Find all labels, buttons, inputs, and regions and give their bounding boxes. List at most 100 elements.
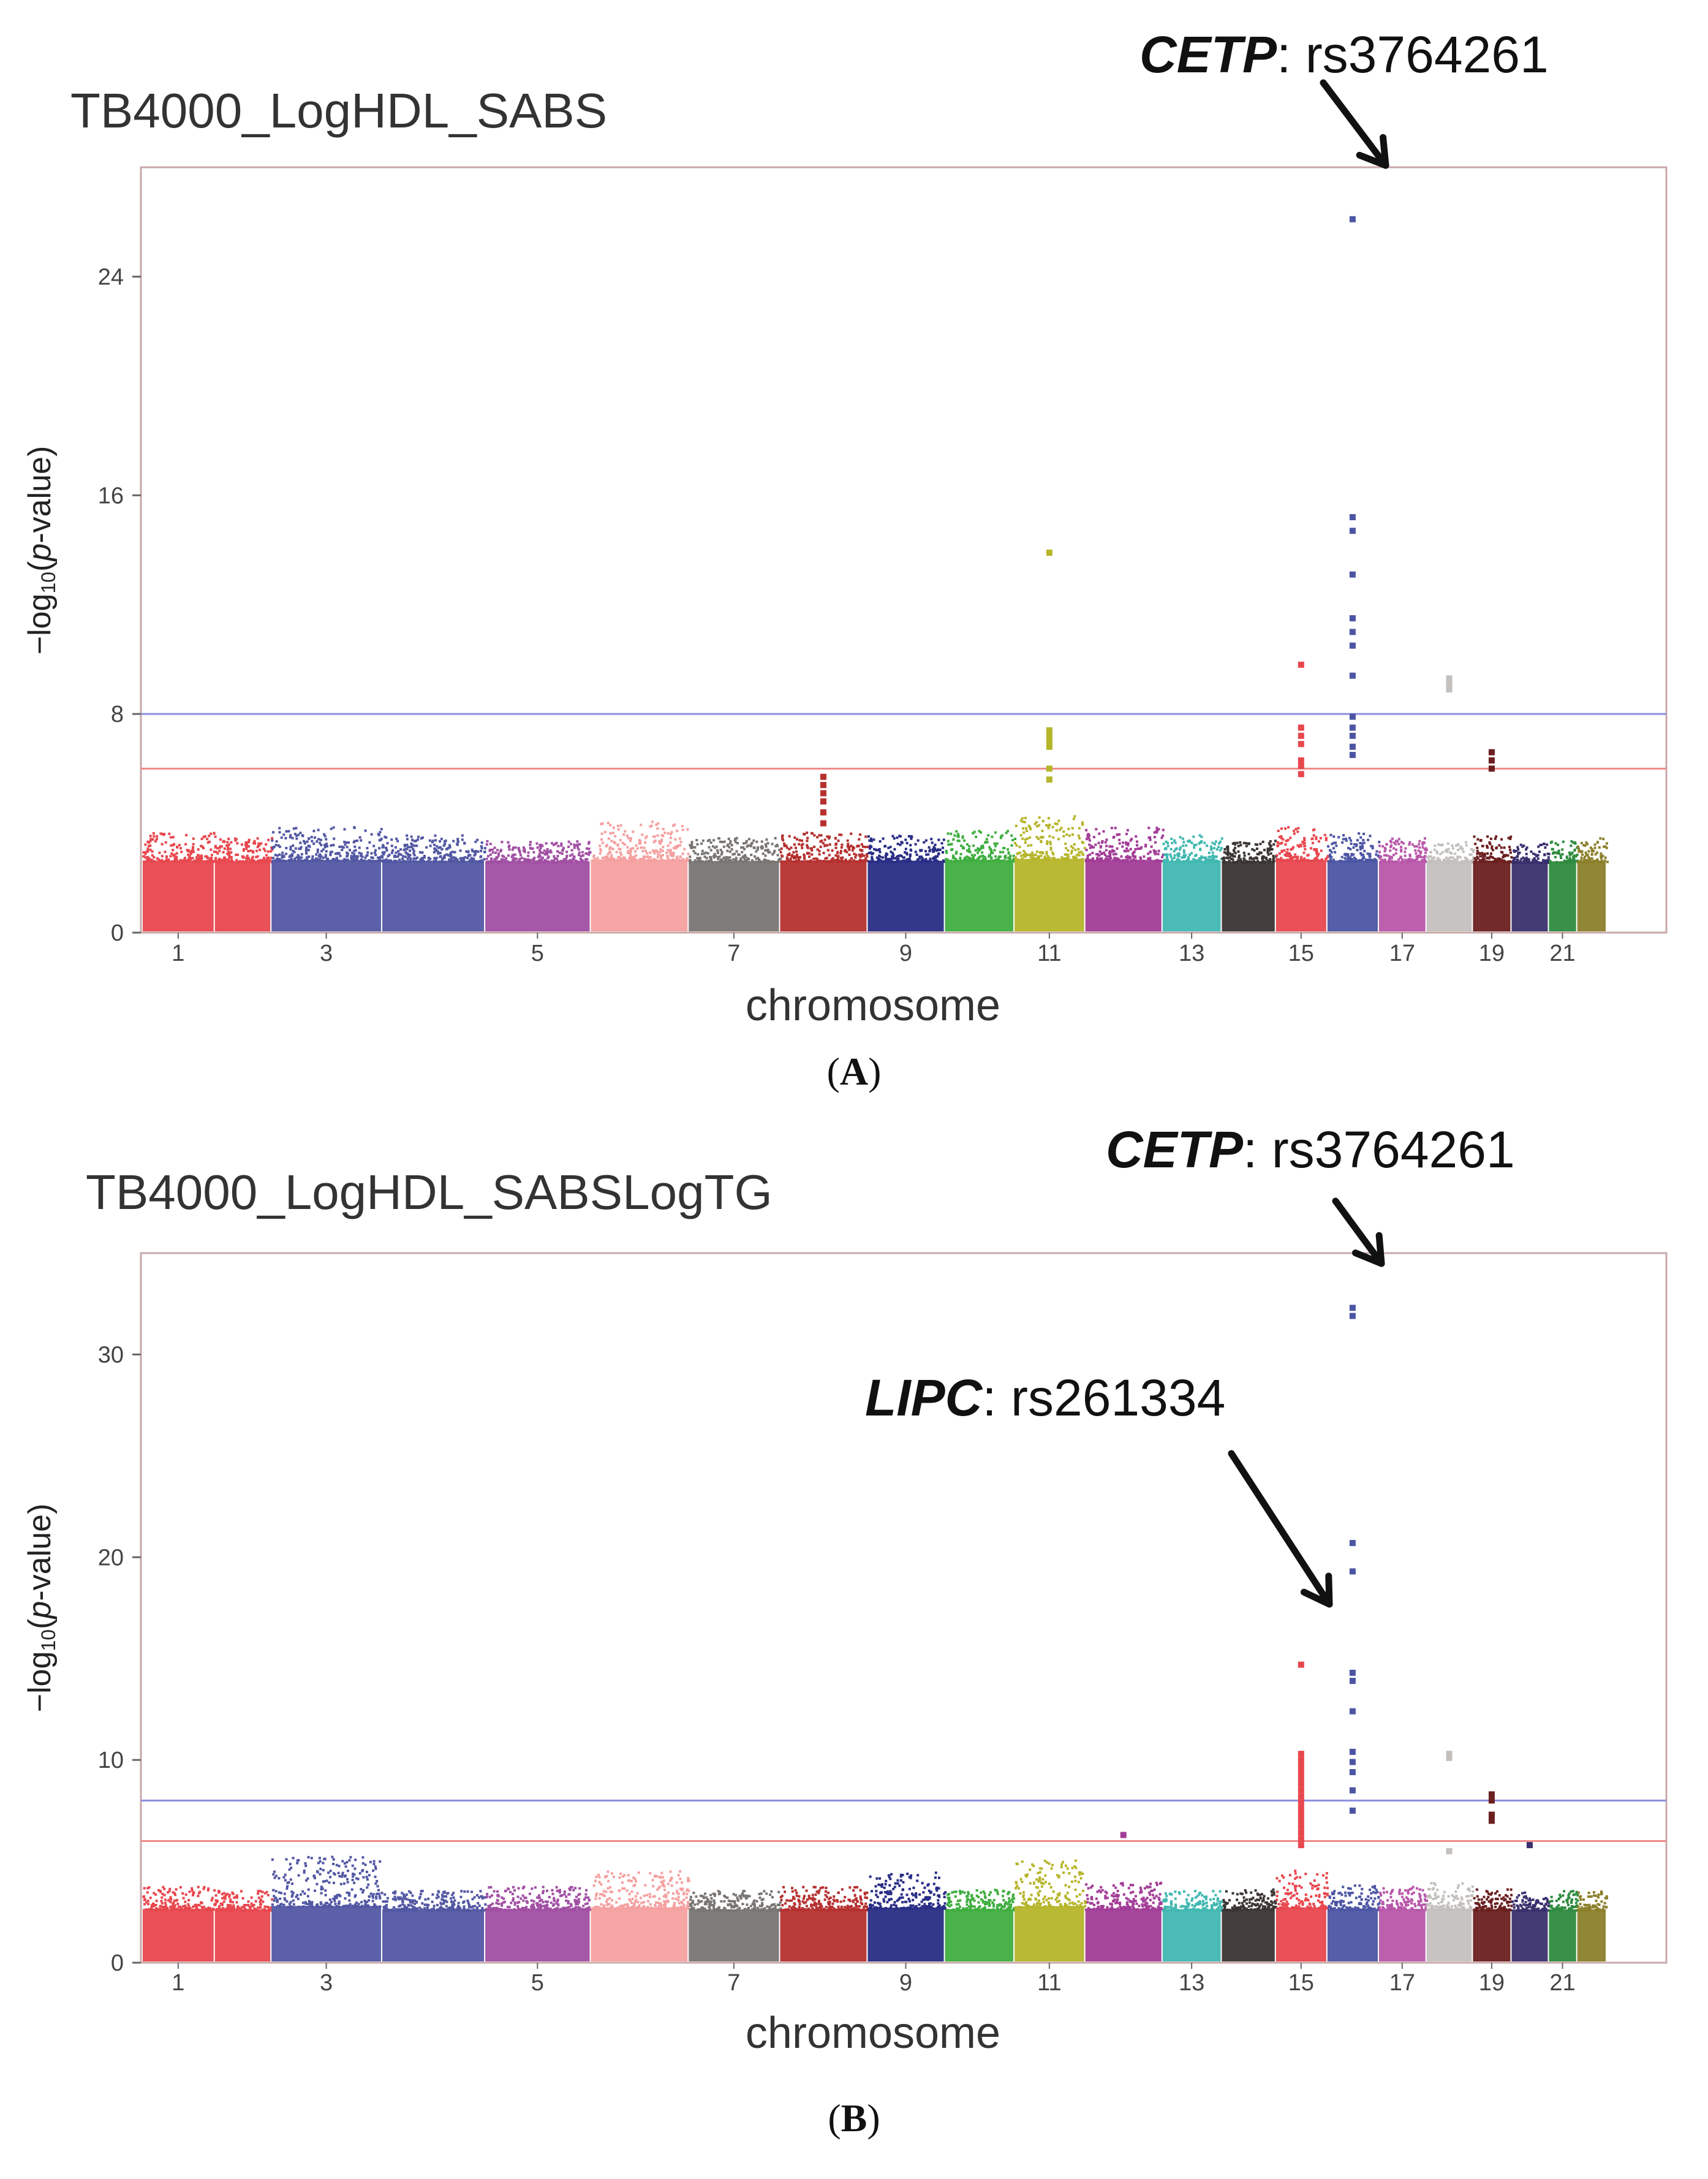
snp-density-block — [214, 861, 271, 931]
y-tick-label: 8 — [111, 702, 124, 727]
snp-density-block — [1549, 861, 1576, 931]
chromosome-15-snps — [1275, 826, 1329, 931]
snp-scatter-points — [1426, 841, 1475, 864]
chromosome-20-snps — [1511, 1891, 1551, 1961]
chromosome-22-snps — [1576, 837, 1609, 931]
snp-density-block — [1473, 1909, 1511, 1961]
significant-snp-point — [1349, 1568, 1356, 1575]
snp-scatter-points — [592, 820, 690, 862]
snp-density-block — [1085, 860, 1162, 931]
chromosome-16-snps — [1327, 1884, 1381, 1961]
chromosome-13-snps — [1162, 1890, 1224, 1961]
snp-density-block — [143, 860, 214, 931]
snp-scatter-points — [1275, 1870, 1329, 1910]
snp-scatter-points — [867, 835, 945, 863]
x-tick-label: 15 — [1288, 1970, 1314, 1996]
chromosome-1-snps — [142, 1885, 217, 1961]
chromosome-6-snps — [591, 1870, 690, 1961]
snp-density-block — [1015, 858, 1084, 931]
significant-snp-point — [1349, 1787, 1356, 1794]
snp-density-block — [1275, 860, 1326, 931]
significant-snp-point — [1298, 724, 1304, 731]
x-tick-label: 17 — [1389, 941, 1415, 966]
significant-snp-point — [1349, 571, 1356, 578]
significant-snp-point — [1349, 629, 1356, 635]
chromosome-14-snps — [1221, 839, 1278, 931]
snp-scatter-points — [485, 1885, 592, 1912]
snp-density-block — [1162, 1909, 1221, 1961]
significant-snp-point — [1526, 1842, 1533, 1849]
significant-snp-point — [1046, 727, 1052, 733]
snp-density-block — [1473, 860, 1511, 931]
x-axis-label: chromosome — [746, 2009, 1000, 2058]
significant-snp-point — [1298, 1811, 1304, 1818]
chromosome-7-snps — [689, 1890, 782, 1961]
significant-snp-point — [1046, 743, 1052, 750]
significant-snp-point — [1349, 615, 1356, 622]
chromosome-10-snps — [945, 1889, 1016, 1961]
snp-density-block — [485, 1909, 590, 1961]
significant-snp-point — [1349, 724, 1356, 731]
snp-scatter-points — [1162, 1890, 1224, 1912]
snp-scatter-points — [1576, 837, 1609, 864]
snp-scatter-points — [485, 839, 592, 864]
chromosome-20-snps — [1511, 843, 1551, 931]
significant-snp-point — [1298, 741, 1304, 748]
snp-density-block — [1327, 1908, 1378, 1961]
snp-scatter-points — [1426, 1882, 1475, 1911]
significant-snp-point — [1298, 1842, 1304, 1849]
snp-density-block — [1085, 1908, 1162, 1961]
significant-snp-point — [1298, 1824, 1304, 1830]
significant-snp-point — [1488, 1797, 1495, 1804]
snp-density-block — [1222, 1909, 1275, 1961]
significant-snp-point — [1046, 738, 1052, 745]
snp-density-block — [689, 1909, 779, 1961]
x-tick-label: 1 — [172, 1970, 184, 1996]
snp-scatter-points — [779, 1885, 870, 1912]
x-tick-label: 9 — [899, 1970, 912, 1996]
significant-snp-point — [820, 820, 826, 827]
chromosome-4-snps — [382, 834, 486, 931]
significant-snp-point — [1488, 765, 1495, 772]
snp-scatter-points — [946, 1889, 1016, 1912]
x-tick-label: 15 — [1288, 941, 1314, 966]
snp-scatter-points — [1162, 834, 1223, 863]
snp-density-block — [1549, 1909, 1576, 1961]
snp-density-block — [1577, 861, 1606, 931]
chromosome-14-snps — [1222, 1888, 1277, 1961]
significant-snp-point — [1298, 1775, 1304, 1781]
significant-snp-point — [1349, 1305, 1356, 1311]
snp-scatter-points — [1549, 840, 1579, 864]
chromosome-6-snps — [591, 820, 690, 931]
snp-density-block — [780, 1909, 867, 1961]
significant-snp-point — [1349, 1540, 1356, 1547]
chromosome-12-snps — [1084, 827, 1165, 931]
significant-snp-point — [1298, 1805, 1304, 1812]
significant-snp-point — [1488, 749, 1495, 756]
snp-density-block — [1378, 1909, 1426, 1961]
significant-snp-point — [1046, 732, 1052, 739]
significant-snp-point — [820, 798, 826, 805]
snp-scatter-points — [271, 1855, 384, 1909]
snp-scatter-points — [592, 1870, 690, 1910]
chromosome-11-snps — [1014, 815, 1087, 931]
chromosome-17-snps — [1378, 837, 1428, 931]
significant-snp-point — [1488, 1811, 1495, 1818]
snp-scatter-points — [779, 832, 869, 863]
panel-a-manhattan-plot: TB4000_LogHDL_SABS 0 8 16 24 −log10(p-value) 1… — [22, 26, 1668, 1093]
x-tick-label: 13 — [1179, 1970, 1204, 1996]
significant-snp-point — [1349, 752, 1356, 759]
y-tick-label: 30 — [98, 1342, 124, 1368]
chromosome-9-snps — [867, 1871, 947, 1961]
snp-density-block — [1327, 860, 1378, 931]
chart-title: TB4000_LogHDL_SABSLogTG — [86, 1165, 773, 1219]
y-tick-label: 0 — [111, 1950, 124, 1976]
snp-density-block — [382, 860, 485, 931]
significant-snp-point — [1120, 1832, 1127, 1838]
snp-scatter-points — [142, 1885, 217, 1912]
snp-scatter-points — [382, 1890, 487, 1912]
significant-snp-point — [1298, 757, 1304, 764]
snp-density-block — [867, 1908, 944, 1961]
significant-snp-point — [1349, 642, 1356, 649]
significant-snp-point — [1298, 1768, 1304, 1775]
